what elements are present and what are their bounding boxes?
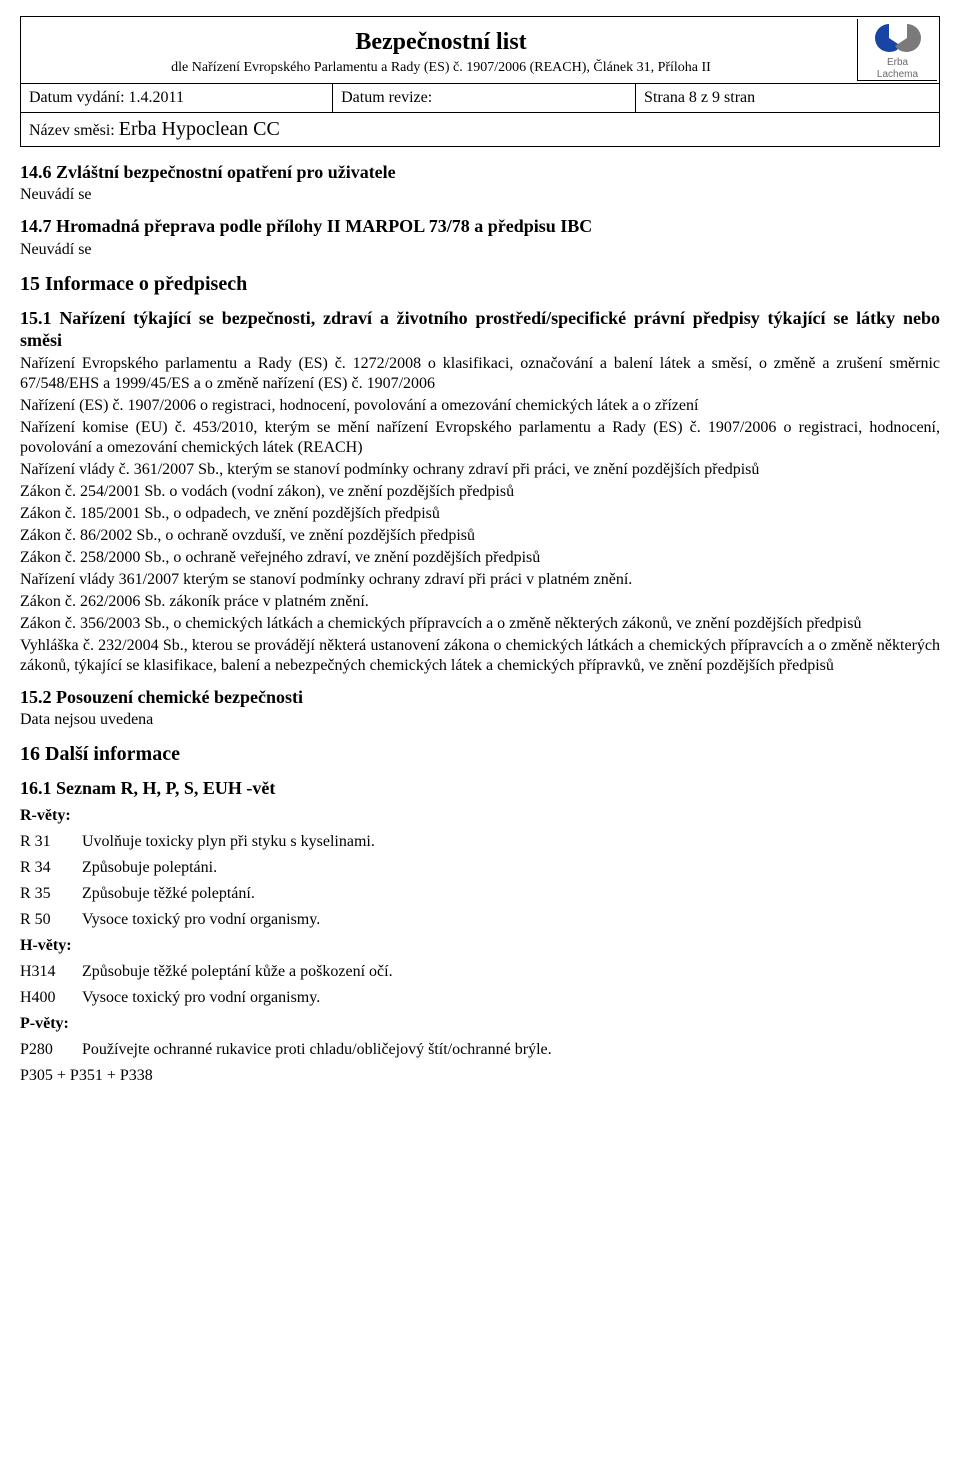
section-14-6-title: 14.6 Zvláštní bezpečnostní opatření pro … bbox=[20, 161, 940, 184]
phrase-text: Vysoce toxický pro vodní organismy. bbox=[82, 988, 940, 1008]
phrase-code: H400 bbox=[20, 988, 82, 1008]
r-list: R 31Uvolňuje toxicky plyn při styku s ky… bbox=[20, 832, 940, 930]
regulation-paragraph: Zákon č. 258/2000 Sb., o ochraně veřejné… bbox=[20, 548, 940, 568]
r-phrase-row: R 34Způsobuje poleptáni. bbox=[20, 858, 940, 878]
revision-label: Datum revize: bbox=[341, 89, 432, 106]
h-phrase-row: H314Způsobuje těžké poleptání kůže a poš… bbox=[20, 962, 940, 982]
section-15-2-body: Data nejsou uvedena bbox=[20, 710, 940, 730]
p-heading: P-věty: bbox=[20, 1014, 940, 1034]
r-phrase-row: R 50Vysoce toxický pro vodní organismy. bbox=[20, 910, 940, 930]
regulation-paragraph: Vyhláška č. 232/2004 Sb., kterou se prov… bbox=[20, 636, 940, 676]
phrase-text: Vysoce toxický pro vodní organismy. bbox=[82, 910, 940, 930]
regulation-paragraph: Zákon č. 185/2001 Sb., o odpadech, ve zn… bbox=[20, 504, 940, 524]
h-heading: H-věty: bbox=[20, 936, 940, 956]
h-phrase-row: H400Vysoce toxický pro vodní organismy. bbox=[20, 988, 940, 1008]
header-box: Erba Lachema Bezpečnostní list dle Naříz… bbox=[20, 16, 940, 147]
section-15-title: 15 Informace o předpisech bbox=[20, 272, 940, 297]
issued-cell: Datum vydání: 1.4.2011 bbox=[21, 84, 333, 112]
section-15-1-paragraphs: Nařízení Evropského parlamentu a Rady (E… bbox=[20, 354, 940, 676]
phrase-text: Způsobuje poleptáni. bbox=[82, 858, 940, 878]
r-heading: R-věty: bbox=[20, 806, 940, 826]
header-subtitle: dle Nařízení Evropského Parlamentu a Rad… bbox=[33, 59, 849, 77]
section-15-2-title: 15.2 Posouzení chemické bezpečnosti bbox=[20, 686, 940, 709]
section-14-7-title: 14.7 Hromadná přeprava podle přílohy II … bbox=[20, 215, 940, 238]
lab-logo-icon bbox=[875, 20, 921, 56]
phrase-code: P280 bbox=[20, 1040, 82, 1060]
section-16-1-title: 16.1 Seznam R, H, P, S, EUH -vět bbox=[20, 777, 940, 800]
header-title: Bezpečnostní list bbox=[33, 27, 849, 57]
logo-cell: Erba Lachema bbox=[857, 19, 937, 81]
regulation-paragraph: Zákon č. 254/2001 Sb. o vodách (vodní zá… bbox=[20, 482, 940, 502]
regulation-paragraph: Nařízení vlády 361/2007 kterým se stanov… bbox=[20, 570, 940, 590]
mixture-name: Erba Hypoclean CC bbox=[119, 118, 280, 140]
phrase-text: Uvolňuje toxicky plyn při styku s kyseli… bbox=[82, 832, 940, 852]
phrase-code: R 31 bbox=[20, 832, 82, 852]
phrase-text: Používejte ochranné rukavice proti chlad… bbox=[82, 1040, 940, 1060]
regulation-paragraph: Nařízení Evropského parlamentu a Rady (E… bbox=[20, 354, 940, 394]
meta-row: Datum vydání: 1.4.2011 Datum revize: Str… bbox=[21, 83, 939, 112]
regulation-paragraph: Zákon č. 86/2002 Sb., o ochraně ovzduší,… bbox=[20, 526, 940, 546]
p-list: P280Používejte ochranné rukavice proti c… bbox=[20, 1040, 940, 1060]
mixture-row: Název směsi: Erba Hypoclean CC bbox=[21, 112, 939, 146]
revision-cell: Datum revize: bbox=[333, 84, 636, 112]
regulation-paragraph: Zákon č. 356/2003 Sb., o chemických látk… bbox=[20, 614, 940, 634]
issued-label: Datum vydání: bbox=[29, 89, 129, 106]
regulation-paragraph: Nařízení vlády č. 361/2007 Sb., kterým s… bbox=[20, 460, 940, 480]
logo-text-bottom: Lachema bbox=[877, 70, 918, 80]
h-list: H314Způsobuje těžké poleptání kůže a poš… bbox=[20, 962, 940, 1008]
header-area: Bezpečnostní list dle Nařízení Evropskéh… bbox=[21, 17, 939, 83]
section-14-7-body: Neuvádí se bbox=[20, 240, 940, 260]
phrase-code: R 34 bbox=[20, 858, 82, 878]
regulation-paragraph: Nařízení komise (EU) č. 453/2010, kterým… bbox=[20, 418, 940, 458]
logo-text-top: Erba bbox=[887, 58, 908, 68]
phrase-code: R 35 bbox=[20, 884, 82, 904]
issued-value: 1.4.2011 bbox=[129, 89, 184, 106]
phrase-text: Způsobuje těžké poleptání. bbox=[82, 884, 940, 904]
p-phrase-row: P280Používejte ochranné rukavice proti c… bbox=[20, 1040, 940, 1060]
page-cell: Strana 8 z 9 stran bbox=[636, 84, 939, 112]
page-label: Strana 8 z 9 stran bbox=[644, 89, 755, 106]
body: 14.6 Zvláštní bezpečnostní opatření pro … bbox=[20, 161, 940, 1086]
p-combo: P305 + P351 + P338 bbox=[20, 1066, 940, 1086]
section-15-1-title: 15.1 Nařízení týkající se bezpečnosti, z… bbox=[20, 307, 940, 352]
regulation-paragraph: Nařízení (ES) č. 1907/2006 o registraci,… bbox=[20, 396, 940, 416]
phrase-code: R 50 bbox=[20, 910, 82, 930]
page: Erba Lachema Bezpečnostní list dle Naříz… bbox=[20, 16, 940, 1086]
phrase-code: H314 bbox=[20, 962, 82, 982]
mixture-label: Název směsi: bbox=[29, 122, 119, 139]
r-phrase-row: R 31Uvolňuje toxicky plyn při styku s ky… bbox=[20, 832, 940, 852]
section-14-6-body: Neuvádí se bbox=[20, 185, 940, 205]
phrase-text: Způsobuje těžké poleptání kůže a poškoze… bbox=[82, 962, 940, 982]
r-phrase-row: R 35Způsobuje těžké poleptání. bbox=[20, 884, 940, 904]
regulation-paragraph: Zákon č. 262/2006 Sb. zákoník práce v pl… bbox=[20, 592, 940, 612]
section-16-title: 16 Další informace bbox=[20, 742, 940, 767]
